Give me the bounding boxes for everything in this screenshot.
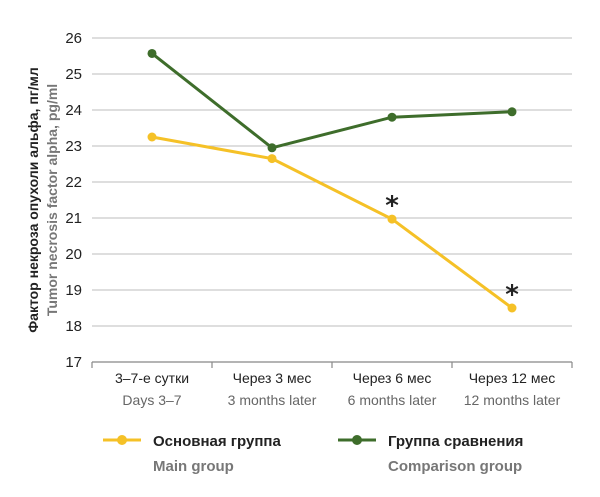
y-tick-label: 19 <box>65 282 82 299</box>
data-point <box>387 112 397 122</box>
y-tick-label: 20 <box>65 246 82 263</box>
data-point <box>387 214 397 224</box>
legend-main-group-marker <box>117 435 127 445</box>
y-tick-label: 22 <box>65 174 82 191</box>
x-tick-label: Через 6 мес <box>353 370 432 386</box>
data-point <box>267 154 277 164</box>
x-tick-label-en: 12 months later <box>464 392 561 408</box>
y-tick-label: 18 <box>65 318 82 335</box>
x-tick-label: Через 3 мес <box>233 370 312 386</box>
y-tick-label: 26 <box>65 30 82 47</box>
series-line <box>151 135 513 310</box>
x-tick-label-en: 6 months later <box>348 392 437 408</box>
legend-main-group-label-en: Main group <box>153 458 234 475</box>
legend-main-group-label: Основная группа <box>153 433 281 450</box>
legend: Основная группа Main group Группа сравне… <box>103 433 523 475</box>
x-tick-label-en: 3 months later <box>228 392 317 408</box>
y-tick-label: 24 <box>65 102 82 119</box>
y-tick-label: 21 <box>65 210 82 227</box>
data-point <box>507 107 517 117</box>
legend-comparison-group-label-en: Comparison group <box>388 458 522 475</box>
significance-star: * <box>385 191 399 221</box>
series-lines <box>147 48 517 313</box>
gridlines <box>91 37 573 368</box>
data-point <box>507 303 517 313</box>
x-tick-labels: 3–7-е сутки Days 3–7 Через 3 мес 3 months l… <box>115 370 561 408</box>
y-tick-labels: 17 18 19 20 21 22 23 24 25 26 <box>65 30 82 371</box>
significance-markers: ** <box>385 191 519 310</box>
y-tick-label: 23 <box>65 138 82 155</box>
data-point <box>147 48 157 58</box>
legend-comparison-group-marker <box>352 435 362 445</box>
data-point <box>147 132 157 142</box>
y-axis-label-ru: Фактор некроза опухоли альфа, пг/мл <box>25 67 41 333</box>
y-tick-label: 17 <box>65 354 82 371</box>
legend-comparison-group-label: Группа сравнения <box>388 433 523 450</box>
series-line <box>151 52 513 150</box>
x-tick-label: Через 12 мес <box>469 370 556 386</box>
x-tick-label: 3–7-е сутки <box>115 370 189 386</box>
y-tick-label: 25 <box>65 66 82 83</box>
x-tick-label-en: Days 3–7 <box>122 392 181 408</box>
significance-star: * <box>505 280 519 310</box>
y-axis-label-en: Tumor necrosis factor alpha, pg/ml <box>44 84 60 316</box>
data-point <box>267 143 277 153</box>
y-axis-label: Фактор некроза опухоли альфа, пг/мл Tumo… <box>25 67 60 333</box>
